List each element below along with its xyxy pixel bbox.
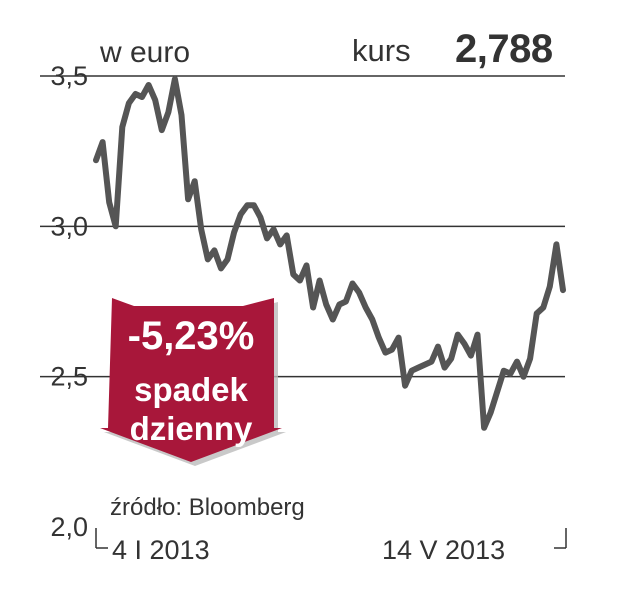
kurs-label: kurs bbox=[352, 33, 411, 68]
badge-change-value: -5,23% bbox=[127, 314, 255, 358]
y-tick-labels: 3,5 3,0 2,5 2,0 bbox=[50, 61, 88, 542]
kurs-value: 2,788 bbox=[455, 27, 553, 71]
y-tick-label: 2,0 bbox=[50, 512, 88, 542]
change-badge bbox=[100, 298, 286, 466]
x-tick-label-end: 14 V 2013 bbox=[382, 535, 506, 565]
y-tick-label: 3,0 bbox=[50, 211, 88, 241]
badge-arrow bbox=[100, 298, 282, 462]
unit-label: w euro bbox=[100, 36, 191, 69]
y-tick-label: 3,5 bbox=[50, 61, 88, 91]
badge-label-line2: dzienny bbox=[129, 410, 253, 447]
source-note: źródło: Bloomberg bbox=[110, 494, 305, 521]
y-tick-label: 2,5 bbox=[50, 362, 88, 392]
x-tick-label-start: 4 I 2013 bbox=[112, 535, 210, 565]
series-line-0 bbox=[93, 76, 566, 431]
badge-label-line1: spadek bbox=[134, 371, 248, 408]
series-group bbox=[93, 76, 566, 431]
axes bbox=[95, 528, 567, 549]
